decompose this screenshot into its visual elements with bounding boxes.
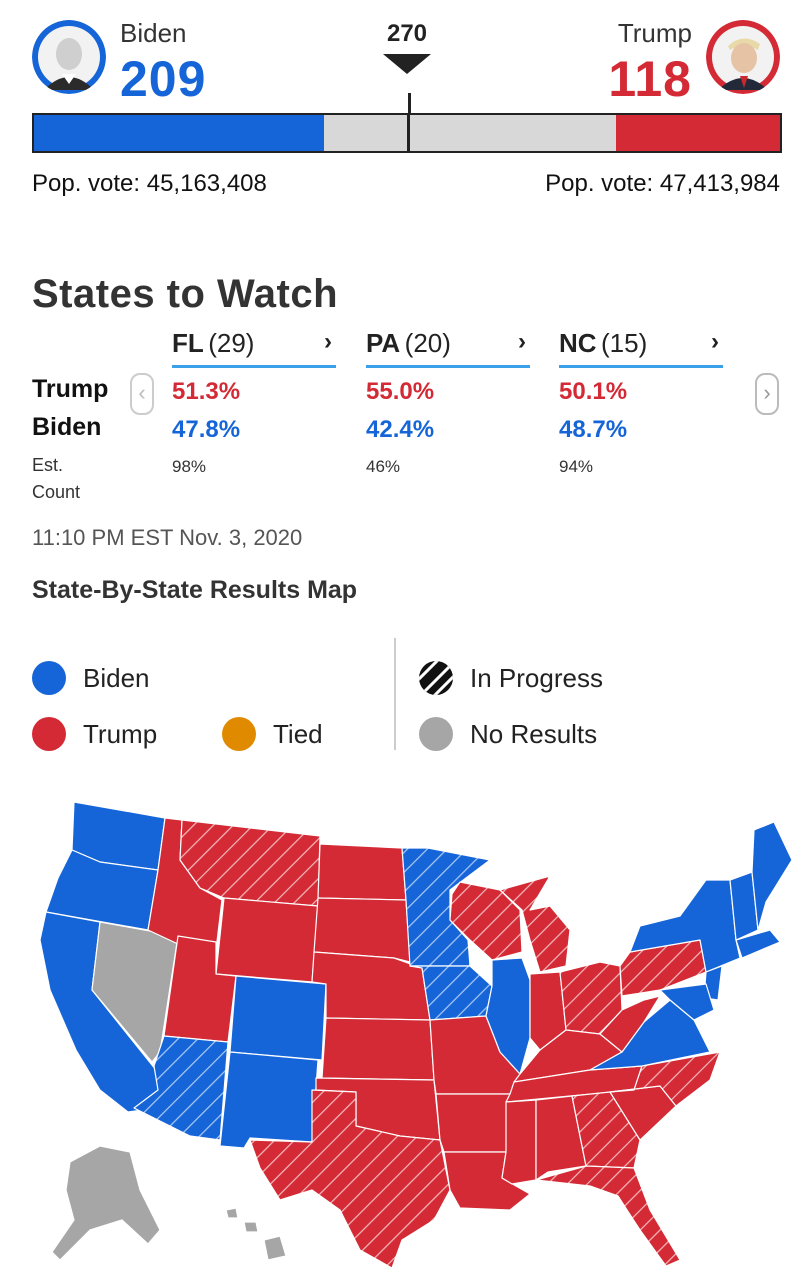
state-tab-pa[interactable]: PA (20) › bbox=[366, 328, 530, 368]
pa-est-count: 46% bbox=[366, 457, 401, 476]
state-nd bbox=[317, 843, 407, 901]
state-electoral-votes: (29) bbox=[208, 328, 255, 358]
state-fl bbox=[535, 1165, 681, 1267]
state-ma-ct-ri bbox=[735, 929, 781, 959]
chevron-right-icon: › bbox=[324, 328, 332, 355]
chevron-right-icon: › bbox=[518, 328, 526, 355]
biden-bar-fill bbox=[34, 115, 324, 151]
trump-name: Trump bbox=[617, 18, 692, 48]
biden-avatar bbox=[32, 20, 106, 94]
trump-avatar bbox=[706, 20, 780, 94]
states-to-watch-title: States to Watch bbox=[32, 272, 339, 316]
pa-trump-pct: 55.0% bbox=[366, 378, 435, 405]
legend-divider bbox=[394, 638, 396, 750]
state-nm bbox=[219, 1051, 319, 1149]
state-hi bbox=[263, 1235, 287, 1261]
state-wv bbox=[599, 995, 661, 1053]
us-results-map[interactable] bbox=[30, 790, 793, 1270]
state-hi bbox=[225, 1207, 239, 1219]
row-label-est-count: Est. Count bbox=[32, 455, 81, 502]
chevron-right-icon: › bbox=[711, 328, 719, 355]
legend-trump-label: Trump bbox=[83, 719, 158, 749]
threshold-marker bbox=[407, 115, 411, 151]
scroll-left-button[interactable]: ‹ bbox=[130, 373, 154, 415]
map-title: State-By-State Results Map bbox=[32, 576, 358, 604]
legend-biden-label: Biden bbox=[83, 663, 150, 693]
update-timestamp: 11:10 PM EST Nov. 3, 2020 bbox=[32, 525, 303, 550]
threshold-line bbox=[408, 93, 411, 113]
row-label-trump: Trump bbox=[32, 375, 109, 403]
threshold-arrow-icon bbox=[383, 54, 431, 79]
electoral-vote-bar bbox=[32, 113, 782, 153]
legend-tied-swatch bbox=[222, 717, 256, 751]
nc-biden-pct: 48.7% bbox=[559, 416, 628, 443]
state-md bbox=[659, 983, 715, 1021]
state-tab-nc[interactable]: NC (15) › bbox=[559, 328, 723, 368]
state-electoral-votes: (20) bbox=[404, 328, 451, 358]
state-ga bbox=[571, 1091, 641, 1169]
trump-electoral-votes: 118 bbox=[608, 51, 692, 107]
legend-biden-swatch bbox=[32, 661, 66, 695]
trump-popular-vote: Pop. vote: 47,413,984 bbox=[545, 170, 780, 197]
state-mn bbox=[401, 847, 491, 967]
state-mi bbox=[499, 875, 571, 973]
biden-name: Biden bbox=[120, 18, 187, 48]
fl-trump-pct: 51.3% bbox=[172, 378, 241, 405]
state-wy bbox=[215, 897, 319, 983]
scroll-right-button[interactable]: › bbox=[755, 373, 779, 415]
state-electoral-votes: (15) bbox=[601, 328, 648, 358]
nc-est-count: 94% bbox=[559, 457, 594, 476]
state-co bbox=[229, 975, 327, 1061]
legend-in-progress-swatch bbox=[419, 661, 453, 700]
fl-est-count: 98% bbox=[172, 457, 207, 476]
state-ak bbox=[51, 1145, 161, 1261]
state-sd bbox=[313, 897, 411, 963]
state-az bbox=[133, 1035, 229, 1141]
state-abbr: NC bbox=[559, 328, 597, 358]
trump-bar-fill bbox=[616, 115, 780, 151]
legend-no-results-swatch bbox=[419, 717, 453, 751]
legend-in-progress-label: In Progress bbox=[470, 663, 603, 693]
legend-trump-swatch bbox=[32, 717, 66, 751]
state-abbr: FL bbox=[172, 328, 204, 358]
legend-tied-label: Tied bbox=[273, 719, 323, 749]
state-ms bbox=[501, 1099, 537, 1185]
pa-biden-pct: 42.4% bbox=[366, 416, 435, 443]
row-label-biden: Biden bbox=[32, 413, 102, 441]
state-al bbox=[535, 1095, 587, 1181]
state-tab-fl[interactable]: FL (29) › bbox=[172, 328, 336, 368]
threshold-label: 270 bbox=[386, 20, 428, 47]
biden-popular-vote: Pop. vote: 45,163,408 bbox=[32, 170, 267, 197]
state-ar bbox=[435, 1093, 511, 1153]
state-ks bbox=[321, 1017, 435, 1081]
fl-biden-pct: 47.8% bbox=[172, 416, 241, 443]
biden-electoral-votes: 209 bbox=[120, 51, 207, 107]
state-me bbox=[751, 821, 793, 931]
state-tx bbox=[249, 1089, 451, 1269]
legend-no-results-label: No Results bbox=[470, 719, 598, 749]
state-hi bbox=[243, 1221, 259, 1233]
nc-trump-pct: 50.1% bbox=[559, 378, 628, 405]
state-abbr: PA bbox=[366, 328, 401, 358]
